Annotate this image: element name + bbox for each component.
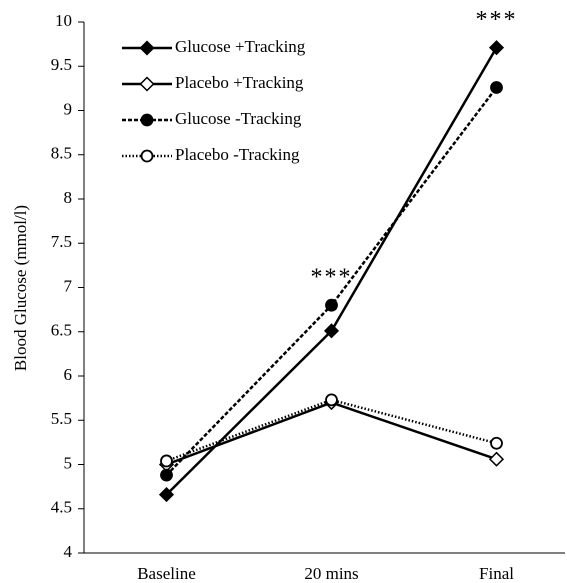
marker bbox=[158, 487, 175, 503]
marker bbox=[325, 393, 338, 407]
y-axis-label: Blood Glucose (mmol/l) bbox=[11, 205, 30, 371]
legend-label: Placebo +Tracking bbox=[175, 73, 304, 92]
x-tick-label: 20 mins bbox=[304, 564, 358, 583]
y-tick-label: 9.5 bbox=[51, 55, 72, 74]
marker bbox=[488, 451, 505, 467]
legend-label: Placebo -Tracking bbox=[175, 145, 300, 164]
marker bbox=[160, 454, 173, 468]
legend-marker bbox=[140, 149, 154, 163]
marker bbox=[488, 40, 505, 56]
marker bbox=[490, 81, 503, 94]
y-tick-label: 4 bbox=[64, 542, 73, 561]
legend-label: Glucose +Tracking bbox=[175, 37, 306, 56]
x-tick-label: Final bbox=[479, 564, 514, 583]
y-tick-label: 7.5 bbox=[51, 232, 72, 251]
y-tick-label: 8.5 bbox=[51, 144, 72, 163]
marker bbox=[323, 323, 340, 339]
y-tick-label: 9 bbox=[64, 99, 73, 118]
y-tick-label: 10 bbox=[55, 11, 72, 30]
y-tick-label: 5 bbox=[64, 453, 73, 472]
y-tick-label: 6 bbox=[64, 365, 73, 384]
marker bbox=[160, 468, 173, 482]
legend-marker bbox=[139, 76, 155, 92]
marker bbox=[490, 436, 503, 450]
y-tick-label: 8 bbox=[64, 188, 73, 207]
legend-marker bbox=[140, 113, 154, 127]
y-tick-label: 4.5 bbox=[51, 498, 72, 517]
legend-label: Glucose -Tracking bbox=[175, 109, 302, 128]
y-tick-label: 6.5 bbox=[51, 321, 72, 340]
y-tick-label: 5.5 bbox=[51, 409, 72, 428]
annotation: *** bbox=[311, 265, 353, 291]
annotation: *** bbox=[476, 7, 518, 33]
series-line bbox=[166, 401, 497, 466]
legend-marker bbox=[139, 40, 155, 56]
x-tick-label: Baseline bbox=[137, 564, 196, 583]
marker bbox=[325, 298, 338, 312]
y-tick-label: 7 bbox=[64, 276, 73, 295]
